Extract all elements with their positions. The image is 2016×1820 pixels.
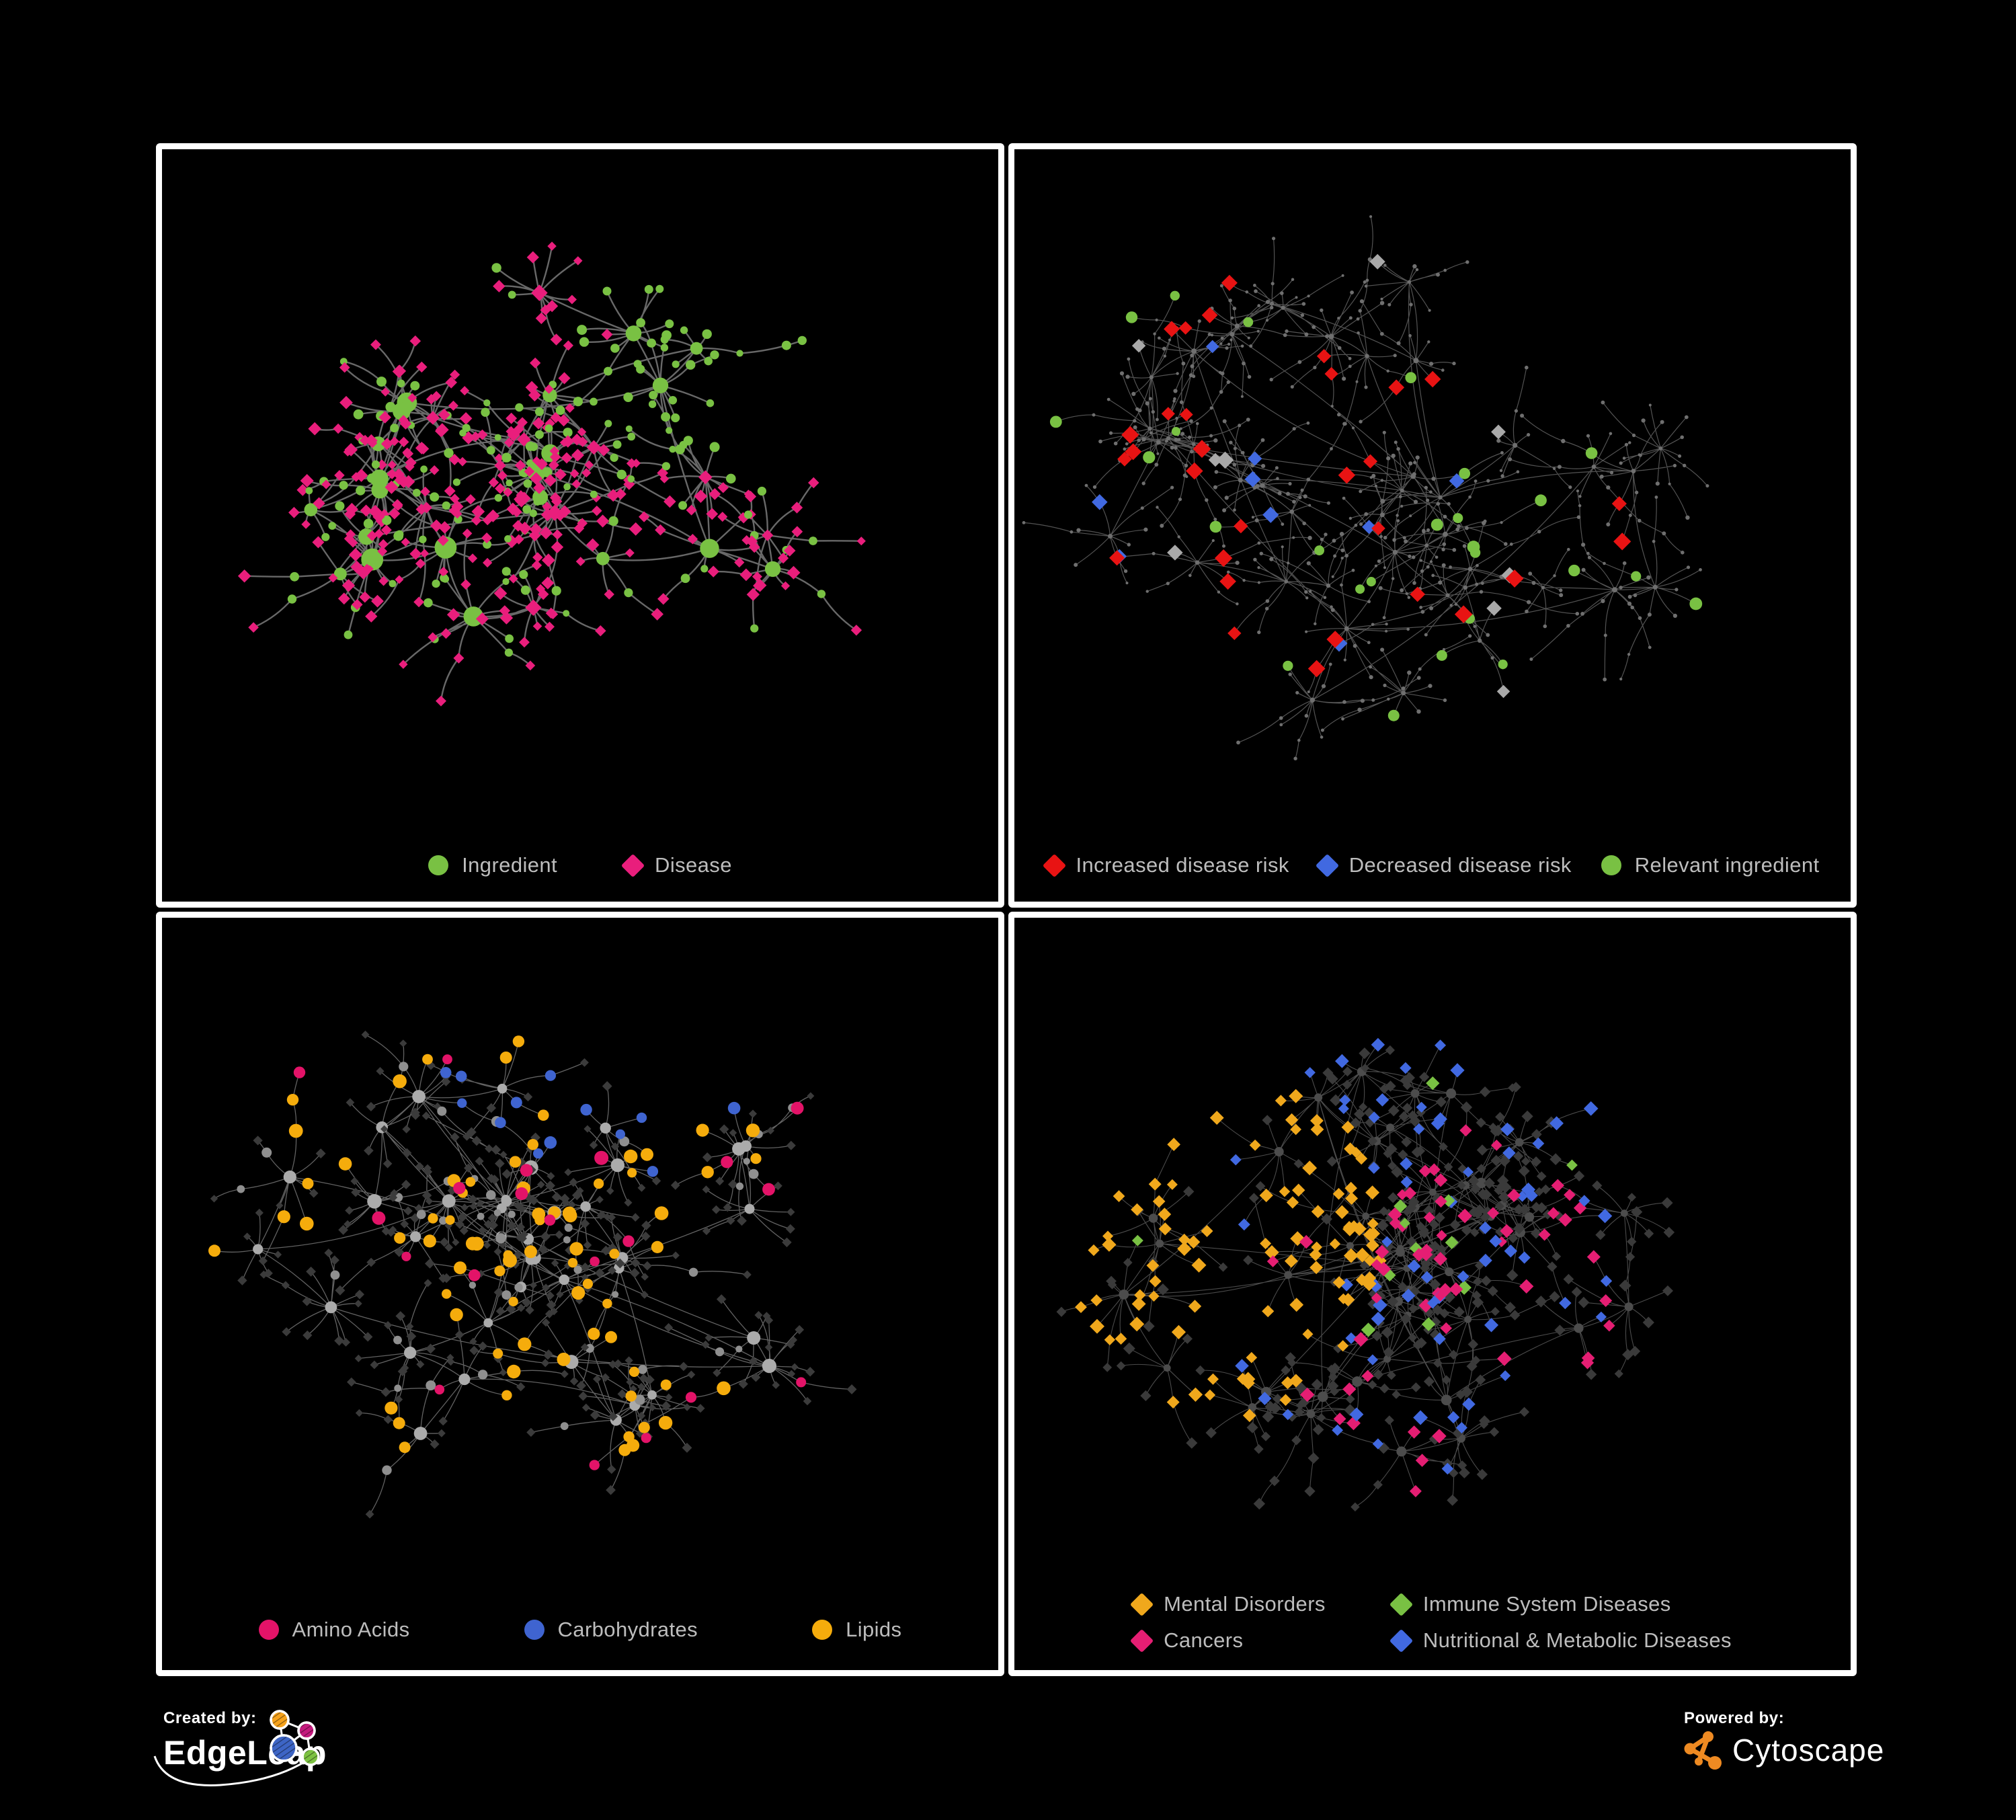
legend-item-ingredient: Ingredient <box>428 853 557 877</box>
nutritional-metabolic-marker-icon <box>1389 1628 1414 1653</box>
edgeleap-brand-row: EdgeLeap <box>163 1733 392 1772</box>
legend-label: Cancers <box>1164 1628 1244 1652</box>
disease-class-network-canvas <box>1056 1037 1675 1512</box>
legend-item-nutritional-metabolic-diseases: Nutritional & Metabolic Diseases <box>1389 1628 1732 1653</box>
network-edges <box>1023 216 1708 759</box>
panel-disease-risk: Increased disease risk Decreased disease… <box>1008 143 1857 908</box>
legend-item-disease: Disease <box>620 853 732 877</box>
legend-item-cancers: Cancers <box>1129 1628 1326 1653</box>
nutrient-class-network-canvas <box>208 1030 857 1519</box>
network-nodes <box>237 241 866 707</box>
legend-item-carbohydrates: Carbohydrates <box>524 1618 698 1642</box>
created-by-label: Created by: <box>163 1709 257 1727</box>
legend-item-decreased-risk: Decreased disease risk <box>1315 853 1572 877</box>
panel-disease-classes: Mental Disorders Immune System Diseases … <box>1008 912 1857 1676</box>
disease-marker-icon <box>620 853 645 877</box>
legend-item-immune-system-diseases: Immune System Diseases <box>1389 1592 1732 1616</box>
lipids-marker-icon <box>812 1620 833 1640</box>
legend-label: Mental Disorders <box>1164 1592 1326 1616</box>
cancers-marker-icon <box>1129 1628 1154 1653</box>
legend-disease-classes: Mental Disorders Immune System Diseases … <box>1014 1592 1851 1653</box>
immune-system-marker-icon <box>1389 1592 1414 1616</box>
network-nodes <box>1022 215 1709 760</box>
network-nodes <box>208 1030 857 1519</box>
amino-acids-marker-icon <box>258 1620 279 1640</box>
disease-risk-network-canvas <box>1022 215 1709 760</box>
legend-label: Relevant ingredient <box>1634 853 1820 877</box>
ingredient-marker-icon <box>428 855 449 875</box>
relevant-ingredient-marker-icon <box>1601 855 1621 875</box>
edgeleap-brand-text: EdgeLeap <box>163 1734 327 1772</box>
mental-disorders-marker-icon <box>1129 1592 1154 1616</box>
legend-label: Carbohydrates <box>557 1618 698 1641</box>
edgeleap-credit: Created by: EdgeLeap <box>153 1709 392 1810</box>
legend-disease-risk: Increased disease risk Decreased disease… <box>1014 853 1851 877</box>
legend-nutrient-classes: Amino Acids Carbohydrates Lipids <box>162 1618 998 1642</box>
legend-label: Increased disease risk <box>1076 853 1289 877</box>
legend-label: Nutritional & Metabolic Diseases <box>1422 1628 1732 1652</box>
network-edges <box>1061 1044 1670 1507</box>
network-nodes <box>1056 1037 1675 1512</box>
legend-label: Ingredient <box>462 853 558 877</box>
legend-item-amino-acids: Amino Acids <box>258 1618 410 1642</box>
increased-risk-marker-icon <box>1042 853 1066 877</box>
legend-label: Lipids <box>846 1618 902 1641</box>
legend-ingredient-disease: Ingredient Disease <box>162 853 998 877</box>
carbohydrates-marker-icon <box>524 1620 545 1640</box>
legend-item-relevant-ingredient: Relevant ingredient <box>1601 853 1820 877</box>
legend-label: Immune System Diseases <box>1422 1592 1671 1616</box>
legend-item-lipids: Lipids <box>812 1618 901 1642</box>
cytoscape-brand-text: Cytoscape <box>1732 1733 1885 1768</box>
legend-label: Amino Acids <box>292 1618 410 1641</box>
panel-nutrient-classes: Amino Acids Carbohydrates Lipids <box>156 912 1004 1676</box>
ingredient-disease-network-canvas <box>237 241 866 707</box>
cytoscape-logo-icon <box>1684 1731 1722 1770</box>
legend-item-increased-risk: Increased disease risk <box>1042 853 1289 877</box>
legend-item-mental-disorders: Mental Disorders <box>1129 1592 1326 1616</box>
panel-ingredient-disease: Ingredient Disease <box>156 143 1004 908</box>
decreased-risk-marker-icon <box>1315 853 1339 877</box>
cytoscape-brand-row: Cytoscape <box>1684 1731 1886 1770</box>
cytoscape-credit: Powered by: Cytoscape <box>1684 1709 1886 1783</box>
legend-label: Disease <box>655 853 732 877</box>
powered-by-label: Powered by: <box>1684 1709 1785 1727</box>
legend-label: Decreased disease risk <box>1348 853 1572 877</box>
